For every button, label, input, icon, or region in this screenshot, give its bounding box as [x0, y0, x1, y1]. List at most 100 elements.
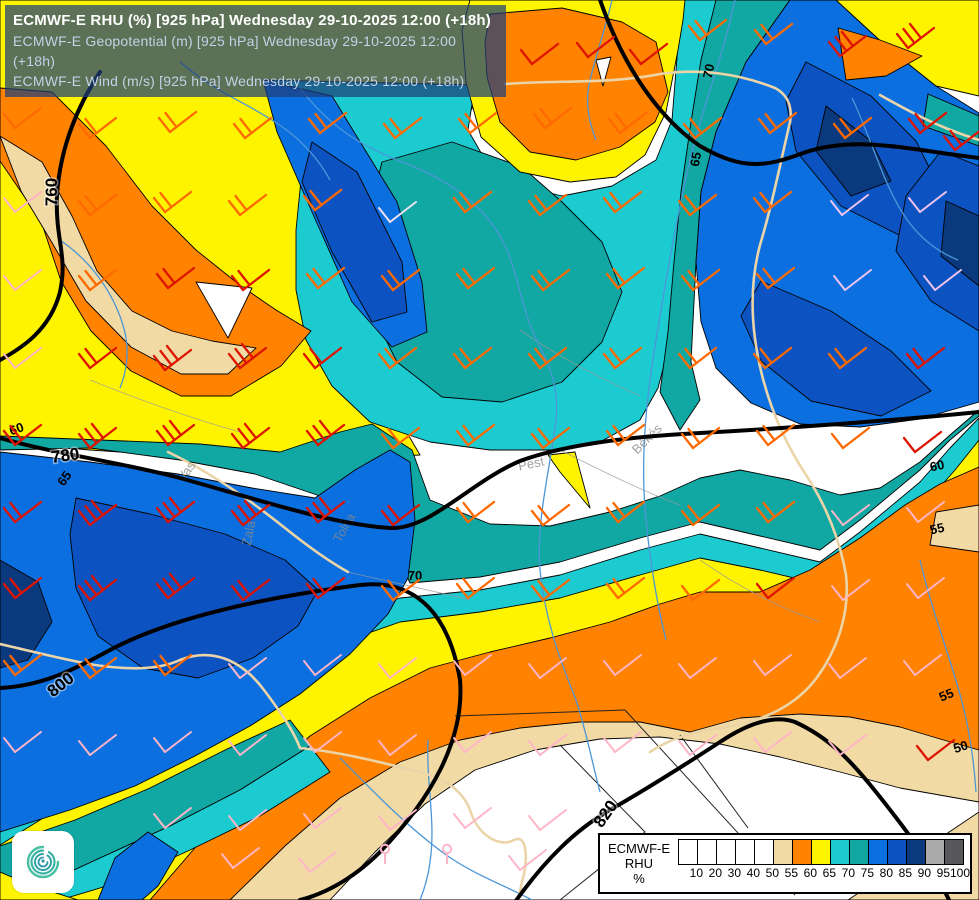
- title-line-geopotential: ECMWF-E Geopotential (m) [925 hPa] Wedne…: [13, 33, 457, 69]
- wind-barb-icon: [3, 191, 42, 213]
- legend-cell: [717, 840, 736, 864]
- wind-barb-icon: [923, 269, 962, 291]
- wind-barb-icon: [607, 111, 648, 135]
- wind-barb-icon: [441, 843, 453, 864]
- wind-barb-icon: [3, 269, 42, 291]
- wind-barb-icon: [532, 106, 573, 130]
- wind-barb-icon: [377, 346, 418, 370]
- rhu-region-tan-notch-right: [929, 504, 979, 553]
- provider-logo: [12, 831, 74, 893]
- rhu-region-blue-tongue-bl: [97, 831, 179, 900]
- wind-barb-icon: [455, 500, 496, 524]
- wind-barb-icon: [828, 734, 867, 756]
- boundary-line: [454, 709, 626, 717]
- rhu-contour-label: 55: [928, 520, 945, 538]
- legend-tick: 100: [950, 866, 971, 880]
- legend-tick: 95: [936, 866, 950, 880]
- wind-barb-icon: [152, 190, 193, 214]
- wind-barb-icon: [378, 201, 417, 223]
- wind-barb-icon: [830, 194, 869, 216]
- wind-barb-icon: [605, 423, 646, 447]
- wind-barb-icon: [155, 496, 196, 524]
- wind-barb-icon: [230, 578, 271, 602]
- wind-barb-icon: [155, 419, 196, 447]
- wind-barb-icon: [528, 809, 567, 831]
- rhu-contour-label: 70: [700, 62, 718, 79]
- legend-cell: [812, 840, 831, 864]
- wind-barb-icon: [453, 654, 492, 676]
- wind-barb-icon: [303, 654, 342, 676]
- legend-cell: [793, 840, 812, 864]
- wind-barb-icon: [755, 423, 796, 447]
- river-line: [851, 97, 959, 261]
- wind-barb-icon: [379, 843, 391, 864]
- wind-barb-icon: [3, 731, 42, 753]
- wind-barb-icon: [755, 576, 796, 600]
- wind-barb-icon: [221, 847, 260, 869]
- wind-barb-icon: [528, 657, 567, 679]
- legend-tick: 10: [689, 866, 703, 880]
- wind-barb-icon: [77, 116, 118, 140]
- wind-barb-icon: [305, 266, 346, 290]
- legend-tick: 20: [708, 866, 722, 880]
- wind-barb-icon: [905, 346, 946, 370]
- wind-barb-icon: [942, 129, 979, 152]
- rhu-region-cyan-bl: [0, 745, 331, 900]
- wind-barb-icon: [508, 849, 547, 871]
- wind-barb-icon: [3, 347, 42, 369]
- wind-barb-icon: [530, 578, 571, 602]
- rhu-region-white-notch: [595, 56, 612, 87]
- legend-tick: 60: [803, 866, 817, 880]
- river-line: [299, 87, 601, 793]
- rhu-region-dkblue-streak: [301, 141, 408, 323]
- legend-cell: [850, 840, 869, 864]
- wind-barb-icon: [682, 116, 723, 140]
- river-line: [59, 239, 128, 389]
- wind-barb-icon: [908, 191, 947, 213]
- wind-barb-icon: [753, 22, 794, 46]
- wind-barb-icon: [519, 42, 560, 66]
- spiral-logo-icon: [26, 845, 60, 879]
- geopotential-820-line: [513, 717, 952, 900]
- wind-barb-icon: [755, 500, 796, 524]
- rhu-region-navy-right-1: [815, 105, 892, 197]
- rhu-region-dkblue-right-2: [895, 150, 979, 332]
- geopotential-780-line: [0, 410, 979, 531]
- wind-barb-icon: [2, 500, 43, 524]
- legend-product-label: ECMWF-E: [607, 841, 671, 856]
- legend-cell: [831, 840, 850, 864]
- legend-cell: [907, 840, 926, 864]
- wind-barb-icon: [378, 809, 417, 831]
- rhu-region-dkblue-left: [69, 497, 319, 679]
- wind-barb-icon: [680, 578, 721, 602]
- wind-barb-icon: [602, 346, 643, 370]
- wind-barb-icon: [453, 731, 492, 753]
- title-line-wind: ECMWF-E Wind (m/s) [925 hPa] Wednesday 2…: [13, 73, 465, 89]
- wind-barb-icon: [228, 657, 267, 679]
- wind-barb-icon: [530, 426, 571, 450]
- wind-barb-icon: [832, 116, 873, 140]
- wind-barb-icon: [302, 188, 343, 212]
- wind-barb-icon: [833, 269, 872, 291]
- wind-barb-icon: [380, 503, 421, 527]
- wind-barb-icon: [575, 35, 616, 59]
- wind-barb-icon: [232, 116, 273, 140]
- county-border-line: [519, 329, 641, 397]
- legend-cell: [869, 840, 888, 864]
- wind-barb-icon: [305, 576, 346, 600]
- rhu-contour-label: 55: [937, 685, 956, 704]
- wind-barb-icon: [907, 111, 948, 135]
- rhu-region-navy-right-2: [940, 200, 979, 287]
- wind-barb-icon: [453, 807, 492, 829]
- country-border-line: [648, 120, 849, 754]
- wind-barb-icon: [753, 731, 792, 753]
- wind-barb-icon: [77, 268, 118, 292]
- wind-barb-icon: [680, 268, 721, 292]
- wind-barb-icon: [831, 504, 870, 526]
- geopotential-800-line: [0, 582, 463, 900]
- wind-barb-icon: [230, 268, 271, 292]
- legend-labels: ECMWF-E RHU %: [600, 835, 678, 892]
- geopotential-740-line: [597, 0, 979, 166]
- wind-barb-icon: [603, 654, 642, 676]
